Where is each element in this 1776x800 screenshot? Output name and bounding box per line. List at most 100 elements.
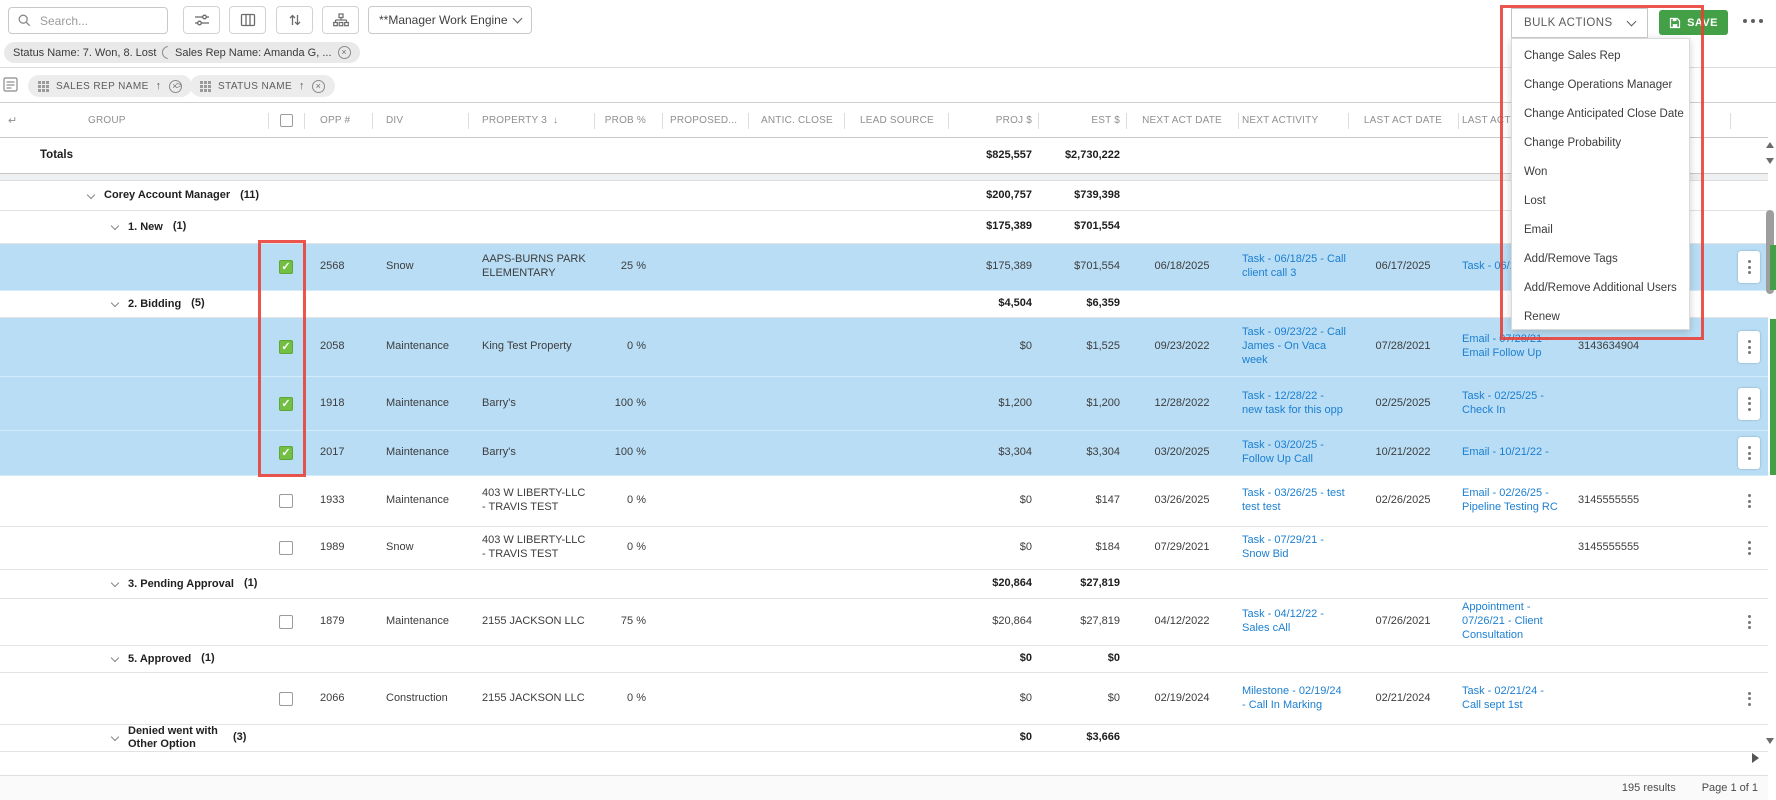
column-header-lead[interactable]: LEAD SOURCE bbox=[844, 104, 948, 137]
table-row[interactable]: ✓ 2017 Maintenance Barry's 100 % $3,304 $3,304… bbox=[0, 431, 1768, 476]
group-panel-icon[interactable] bbox=[3, 77, 18, 92]
row-checkbox[interactable]: ✓ bbox=[279, 396, 293, 411]
column-header-opp[interactable]: OPP # bbox=[304, 104, 372, 137]
group-row[interactable]: Denied went with Other Option (3) $0 $3,666 bbox=[0, 725, 1768, 752]
bulk-menu-item[interactable]: Change Anticipated Close Date bbox=[1524, 107, 1684, 120]
bulk-menu-item[interactable]: Lost bbox=[1524, 194, 1546, 207]
chevron-down-icon[interactable] bbox=[86, 190, 96, 199]
chevron-down-icon[interactable] bbox=[110, 298, 120, 308]
bulk-menu-item[interactable]: Add/Remove Tags bbox=[1524, 252, 1618, 265]
column-header-prop[interactable]: PROPERTY 3 ↓ bbox=[468, 104, 594, 137]
collapse-all-icon[interactable]: ↵ bbox=[8, 115, 18, 127]
close-icon[interactable]: × bbox=[311, 79, 325, 93]
bulk-menu-item[interactable]: Renew bbox=[1524, 310, 1560, 323]
hierarchy-button[interactable] bbox=[322, 6, 359, 34]
row-menu-button[interactable] bbox=[1738, 485, 1760, 517]
table-row[interactable]: ✓ 1918 Maintenance Barry's 100 % $1,200 $1,200… bbox=[0, 377, 1768, 431]
next-activity-link[interactable]: Task - 04/12/22 - Sales cAll bbox=[1242, 608, 1324, 634]
last-activity-link[interactable]: Task - 02/25/25 - Check In bbox=[1462, 389, 1544, 416]
column-header-prob[interactable]: PROB % bbox=[594, 104, 662, 137]
view-selector[interactable]: **Manager Work Engine bbox=[368, 6, 532, 34]
row-checkbox[interactable] bbox=[279, 494, 293, 508]
column-header-proj[interactable]: PROJ $ bbox=[948, 104, 1038, 137]
chevron-down-icon[interactable] bbox=[110, 578, 120, 588]
bulk-actions-button[interactable]: BULK ACTIONS bbox=[1511, 8, 1648, 38]
bulk-menu-item[interactable]: Won bbox=[1524, 165, 1548, 178]
row-menu-button[interactable] bbox=[1738, 251, 1760, 283]
row-checkbox[interactable] bbox=[279, 541, 293, 555]
group-chip-status-name[interactable]: STATUS NAME ↑ × bbox=[190, 75, 335, 97]
column-header-lastact[interactable]: LAST ACTIVITY bbox=[1458, 104, 1562, 137]
row-checkbox[interactable] bbox=[279, 615, 293, 629]
table-row[interactable]: 1879 Maintenance 2155 JACKSON LLC 75 % $20,8… bbox=[0, 599, 1768, 646]
filter-chip-status[interactable]: Status Name: 7. Won, 8. Lost × bbox=[4, 42, 185, 63]
row-menu-button[interactable] bbox=[1738, 532, 1760, 564]
sort-button[interactable] bbox=[276, 6, 313, 34]
scroll-right-icon[interactable] bbox=[1752, 753, 1759, 763]
column-header-nextact[interactable]: NEXT ACTIVITY bbox=[1238, 104, 1348, 137]
column-header-proposed[interactable]: PROPOSED... bbox=[662, 104, 748, 137]
row-checkbox[interactable] bbox=[279, 691, 293, 706]
scroll-up-icon[interactable] bbox=[1766, 142, 1774, 148]
table-row[interactable]: 1933 Maintenance 403 W LIBERTY-LLC - TRAVI… bbox=[0, 476, 1768, 527]
save-button[interactable]: SAVE bbox=[1659, 10, 1728, 35]
column-header-lastdate[interactable]: LAST ACT DATE bbox=[1348, 104, 1458, 137]
next-activity-link[interactable]: Task - 03/20/25 - Follow Up Call bbox=[1242, 439, 1324, 465]
row-menu-button[interactable] bbox=[1738, 387, 1760, 420]
close-icon[interactable]: × bbox=[337, 46, 351, 59]
row-checkbox[interactable]: ✓ bbox=[279, 340, 293, 354]
next-activity-link[interactable]: Task - 09/23/22 - Call James - On Vaca w… bbox=[1242, 326, 1346, 366]
last-activity-link[interactable]: Email - 07/28/21 - Email Follow Up bbox=[1462, 333, 1549, 359]
more-menu-button[interactable] bbox=[1743, 19, 1763, 23]
next-activity-link[interactable]: Task - 06/18/25 - Call client call 3 bbox=[1242, 253, 1346, 279]
bulk-menu-item[interactable]: Change Sales Rep bbox=[1524, 49, 1621, 62]
column-header-antic[interactable]: ANTIC. CLOSE bbox=[748, 104, 844, 137]
row-menu-button[interactable] bbox=[1738, 683, 1760, 715]
row-checkbox[interactable]: ✓ bbox=[279, 446, 293, 460]
table-row[interactable]: ✓ 2568 Snow AAPS-BURNS PARK ELEMENTARY 25 % $… bbox=[0, 244, 1768, 291]
search-input[interactable] bbox=[38, 12, 148, 29]
select-all-checkbox[interactable] bbox=[279, 114, 293, 127]
group-row[interactable]: 1. New (1) $175,389 $701,554 bbox=[0, 211, 1768, 244]
last-activity-link[interactable]: Email - 02/26/25 - Pipeline Testing RC bbox=[1462, 487, 1558, 513]
filter-sliders-button[interactable] bbox=[183, 6, 220, 34]
chevron-down-icon[interactable] bbox=[110, 732, 120, 742]
close-icon[interactable]: × bbox=[168, 79, 182, 93]
search-box[interactable] bbox=[8, 7, 168, 34]
sort-asc-icon[interactable]: ↑ bbox=[299, 80, 305, 92]
chevron-down-icon[interactable] bbox=[110, 653, 120, 663]
group-row[interactable]: Corey Account Manager (11) $200,757 $739,39… bbox=[0, 181, 1768, 211]
column-header-est[interactable]: EST $ bbox=[1038, 104, 1126, 137]
scroll-down-icon[interactable] bbox=[1766, 738, 1774, 744]
bulk-menu-item[interactable]: Email bbox=[1524, 223, 1553, 236]
row-checkbox[interactable]: ✓ bbox=[279, 260, 293, 274]
group-row[interactable]: 2. Bidding (5) $4,504 $6,359 bbox=[0, 291, 1768, 318]
next-activity-link[interactable]: Task - 03/26/25 - test test test bbox=[1242, 487, 1345, 513]
row-menu-button[interactable] bbox=[1738, 437, 1760, 469]
scroll-down-icon[interactable] bbox=[1766, 158, 1774, 164]
bulk-menu-item[interactable]: Change Probability bbox=[1524, 136, 1622, 149]
group-chip-sales-rep-name[interactable]: SALES REP NAME ↑ × bbox=[28, 75, 192, 97]
last-activity-link[interactable]: Task - 02/21/24 - Call sept 1st bbox=[1462, 684, 1544, 711]
row-menu-button[interactable] bbox=[1738, 331, 1760, 363]
next-activity-link[interactable]: Milestone - 02/19/24 - Call In Marking bbox=[1242, 684, 1342, 711]
group-row[interactable]: 5. Approved (1) $0 $0 bbox=[0, 646, 1768, 673]
column-header-nextdate[interactable]: NEXT ACT DATE bbox=[1126, 104, 1238, 137]
column-header-div[interactable]: DIV bbox=[372, 104, 468, 137]
filter-chip-sales-rep[interactable]: Sales Rep Name: Amanda G, ... × bbox=[166, 42, 360, 63]
bulk-menu-item[interactable]: Add/Remove Additional Users bbox=[1524, 281, 1677, 294]
columns-button[interactable] bbox=[229, 6, 266, 34]
chevron-down-icon[interactable] bbox=[110, 221, 120, 231]
column-header-group[interactable]: GROUP bbox=[36, 104, 268, 137]
table-row[interactable]: ✓ 2058 Maintenance King Test Property 0 % $0 $… bbox=[0, 318, 1768, 377]
horizontal-scroll-strip[interactable] bbox=[0, 752, 1768, 776]
bulk-menu-item[interactable]: Change Operations Manager bbox=[1524, 78, 1673, 91]
next-activity-link[interactable]: Task - 12/28/22 - new task for this opp bbox=[1242, 389, 1343, 416]
last-activity-link[interactable]: Email - 10/21/22 - bbox=[1462, 446, 1549, 459]
row-menu-button[interactable] bbox=[1738, 606, 1760, 638]
table-row[interactable]: 2066 Construction 2155 JACKSON LLC 0 % $0 $0 0… bbox=[0, 673, 1768, 725]
next-activity-link[interactable]: Task - 07/29/21 - Snow Bid bbox=[1242, 534, 1324, 560]
table-row[interactable]: 1989 Snow 403 W LIBERTY-LLC - TRAVIS TEST 0… bbox=[0, 527, 1768, 570]
last-activity-link[interactable]: Appointment - 07/26/21 - Client Consulta… bbox=[1462, 601, 1543, 641]
sort-asc-icon[interactable]: ↑ bbox=[155, 80, 162, 92]
